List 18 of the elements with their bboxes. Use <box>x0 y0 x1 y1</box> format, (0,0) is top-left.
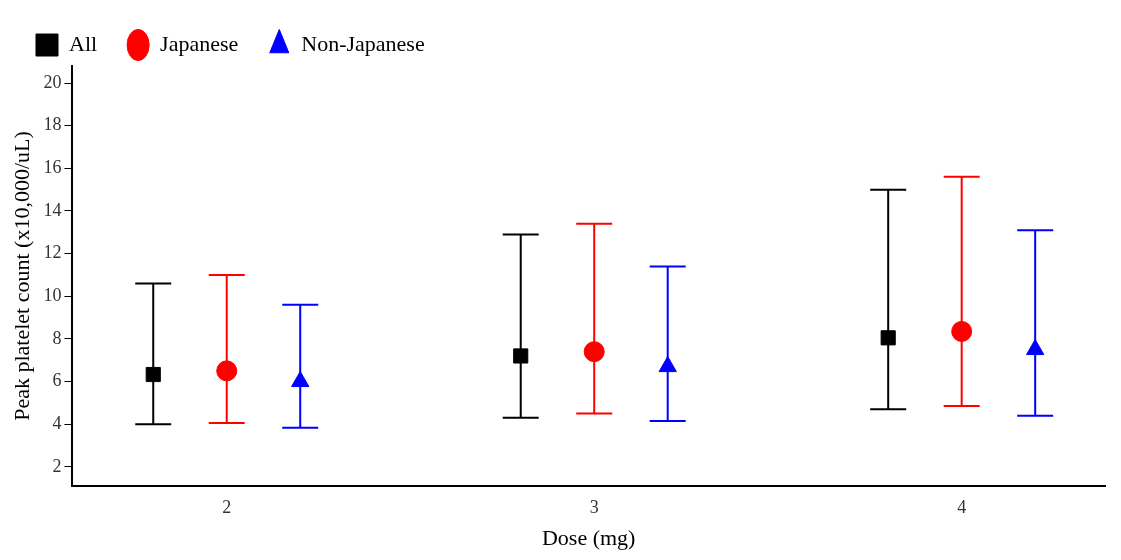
x-tick-label: 4 <box>957 496 967 517</box>
y-tick-label: 20 <box>43 71 62 92</box>
y-tick-label: 10 <box>43 284 62 305</box>
x-tick-label: 3 <box>589 496 599 517</box>
legend-label: Japanese <box>160 30 239 56</box>
legend-label: Non-Japanese <box>301 30 425 56</box>
x-axis-title: Dose (mg) <box>541 524 636 550</box>
y-tick-label: 14 <box>43 199 62 220</box>
y-tick-label: 12 <box>43 242 62 263</box>
legend-label: All <box>69 30 98 56</box>
y-tick-label: 2 <box>52 455 62 476</box>
y-tick-label: 16 <box>43 157 62 178</box>
y-tick-label: 4 <box>52 412 62 433</box>
x-tick-label: 2 <box>222 496 232 517</box>
y-tick-label: 6 <box>52 370 62 391</box>
y-axis-title: Peak platelet count (x10,000/uL) <box>8 131 34 421</box>
y-tick-label: 8 <box>52 327 62 348</box>
y-tick-label: 18 <box>43 114 62 135</box>
